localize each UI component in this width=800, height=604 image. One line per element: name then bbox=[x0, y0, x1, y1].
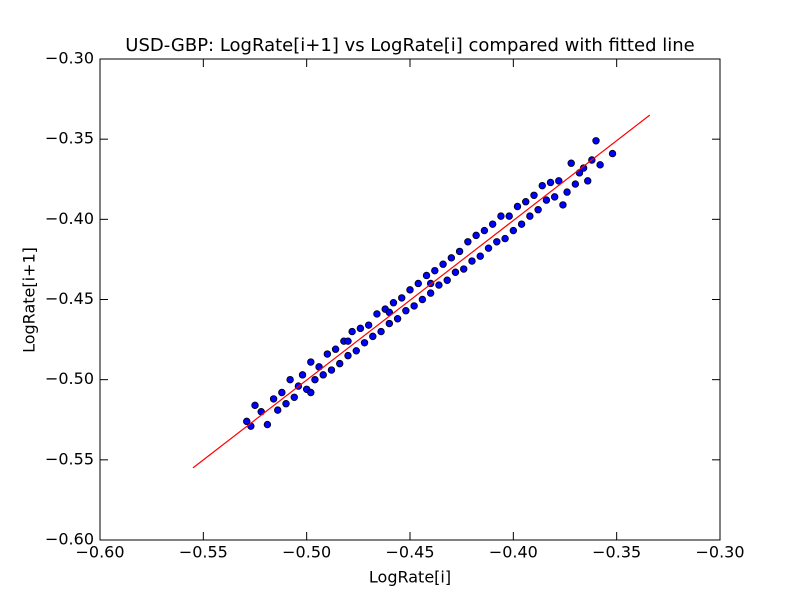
point bbox=[251, 401, 259, 410]
y-tick-label: −0.40 bbox=[45, 209, 94, 228]
point bbox=[385, 319, 394, 328]
y-tick-label: −0.30 bbox=[45, 49, 94, 68]
point bbox=[526, 212, 534, 220]
point bbox=[298, 371, 307, 379]
point bbox=[584, 177, 592, 185]
point bbox=[488, 220, 497, 228]
point bbox=[263, 420, 272, 429]
point bbox=[513, 202, 522, 211]
point bbox=[608, 149, 617, 158]
point bbox=[369, 332, 377, 341]
point bbox=[468, 257, 476, 265]
point bbox=[447, 254, 456, 262]
x-tick-label: −0.40 bbox=[489, 543, 538, 562]
point bbox=[243, 417, 251, 426]
point bbox=[269, 395, 278, 403]
y-axis-label: LogRate[i+1] bbox=[20, 247, 39, 353]
point bbox=[286, 375, 294, 384]
point bbox=[592, 137, 600, 145]
point bbox=[443, 276, 451, 284]
point bbox=[422, 271, 431, 280]
point bbox=[493, 238, 501, 246]
x-tick-label: −0.55 bbox=[179, 543, 228, 562]
point bbox=[501, 234, 509, 243]
point bbox=[352, 347, 360, 355]
y-tick-label: −0.50 bbox=[45, 369, 94, 388]
point bbox=[472, 231, 480, 240]
y-tick-label: −0.60 bbox=[45, 530, 94, 549]
x-tick-label: −0.35 bbox=[592, 543, 641, 562]
point bbox=[435, 281, 443, 289]
point bbox=[410, 302, 418, 310]
point bbox=[563, 188, 571, 196]
x-tick-label: −0.60 bbox=[75, 543, 124, 562]
point bbox=[344, 351, 352, 360]
point bbox=[307, 358, 315, 366]
point bbox=[476, 252, 484, 260]
point bbox=[377, 327, 385, 336]
point bbox=[323, 350, 332, 358]
point bbox=[393, 315, 402, 323]
x-axis-label: LogRate[i] bbox=[369, 568, 451, 587]
point bbox=[360, 339, 369, 347]
y-tick-label: −0.35 bbox=[45, 129, 94, 148]
point bbox=[344, 337, 352, 345]
point bbox=[307, 388, 315, 397]
point bbox=[484, 244, 493, 252]
point bbox=[538, 181, 546, 190]
point bbox=[509, 226, 518, 235]
point bbox=[455, 247, 464, 256]
point bbox=[327, 366, 336, 374]
point bbox=[596, 161, 604, 169]
point bbox=[311, 375, 319, 384]
point bbox=[282, 400, 290, 408]
x-tick-label: −0.45 bbox=[385, 543, 434, 562]
point bbox=[348, 327, 356, 336]
point bbox=[534, 206, 542, 214]
point bbox=[505, 212, 513, 220]
point bbox=[431, 266, 439, 275]
point bbox=[542, 196, 551, 204]
point bbox=[439, 260, 447, 268]
point bbox=[331, 345, 340, 353]
point bbox=[418, 295, 427, 304]
point bbox=[426, 289, 435, 297]
fitted-line bbox=[192, 114, 651, 469]
point bbox=[389, 299, 398, 307]
point bbox=[451, 268, 460, 276]
point bbox=[274, 406, 282, 414]
point bbox=[336, 359, 344, 368]
point bbox=[522, 197, 530, 206]
point bbox=[571, 180, 580, 188]
x-tick-label: −0.30 bbox=[695, 543, 744, 562]
point bbox=[550, 193, 559, 201]
point bbox=[406, 286, 414, 294]
point bbox=[559, 201, 567, 209]
point bbox=[567, 159, 575, 167]
plot-frame bbox=[99, 58, 721, 541]
point bbox=[460, 265, 468, 273]
point bbox=[373, 310, 381, 318]
point bbox=[290, 393, 298, 402]
point bbox=[517, 220, 526, 228]
point bbox=[414, 279, 422, 288]
point bbox=[464, 238, 472, 246]
point bbox=[546, 178, 555, 187]
point bbox=[364, 321, 373, 329]
y-tick-label: −0.45 bbox=[45, 289, 94, 308]
chart-title: USD-GBP: LogRate[i+1] vs LogRate[i] comp… bbox=[125, 35, 694, 56]
point bbox=[398, 294, 406, 302]
point bbox=[402, 307, 410, 315]
point bbox=[356, 324, 365, 333]
point bbox=[319, 371, 327, 379]
y-tick-label: −0.55 bbox=[45, 449, 94, 468]
point bbox=[480, 226, 489, 235]
x-tick-label: −0.50 bbox=[282, 543, 331, 562]
point bbox=[555, 177, 563, 185]
point bbox=[278, 388, 286, 397]
point bbox=[497, 212, 505, 220]
point bbox=[530, 191, 538, 199]
